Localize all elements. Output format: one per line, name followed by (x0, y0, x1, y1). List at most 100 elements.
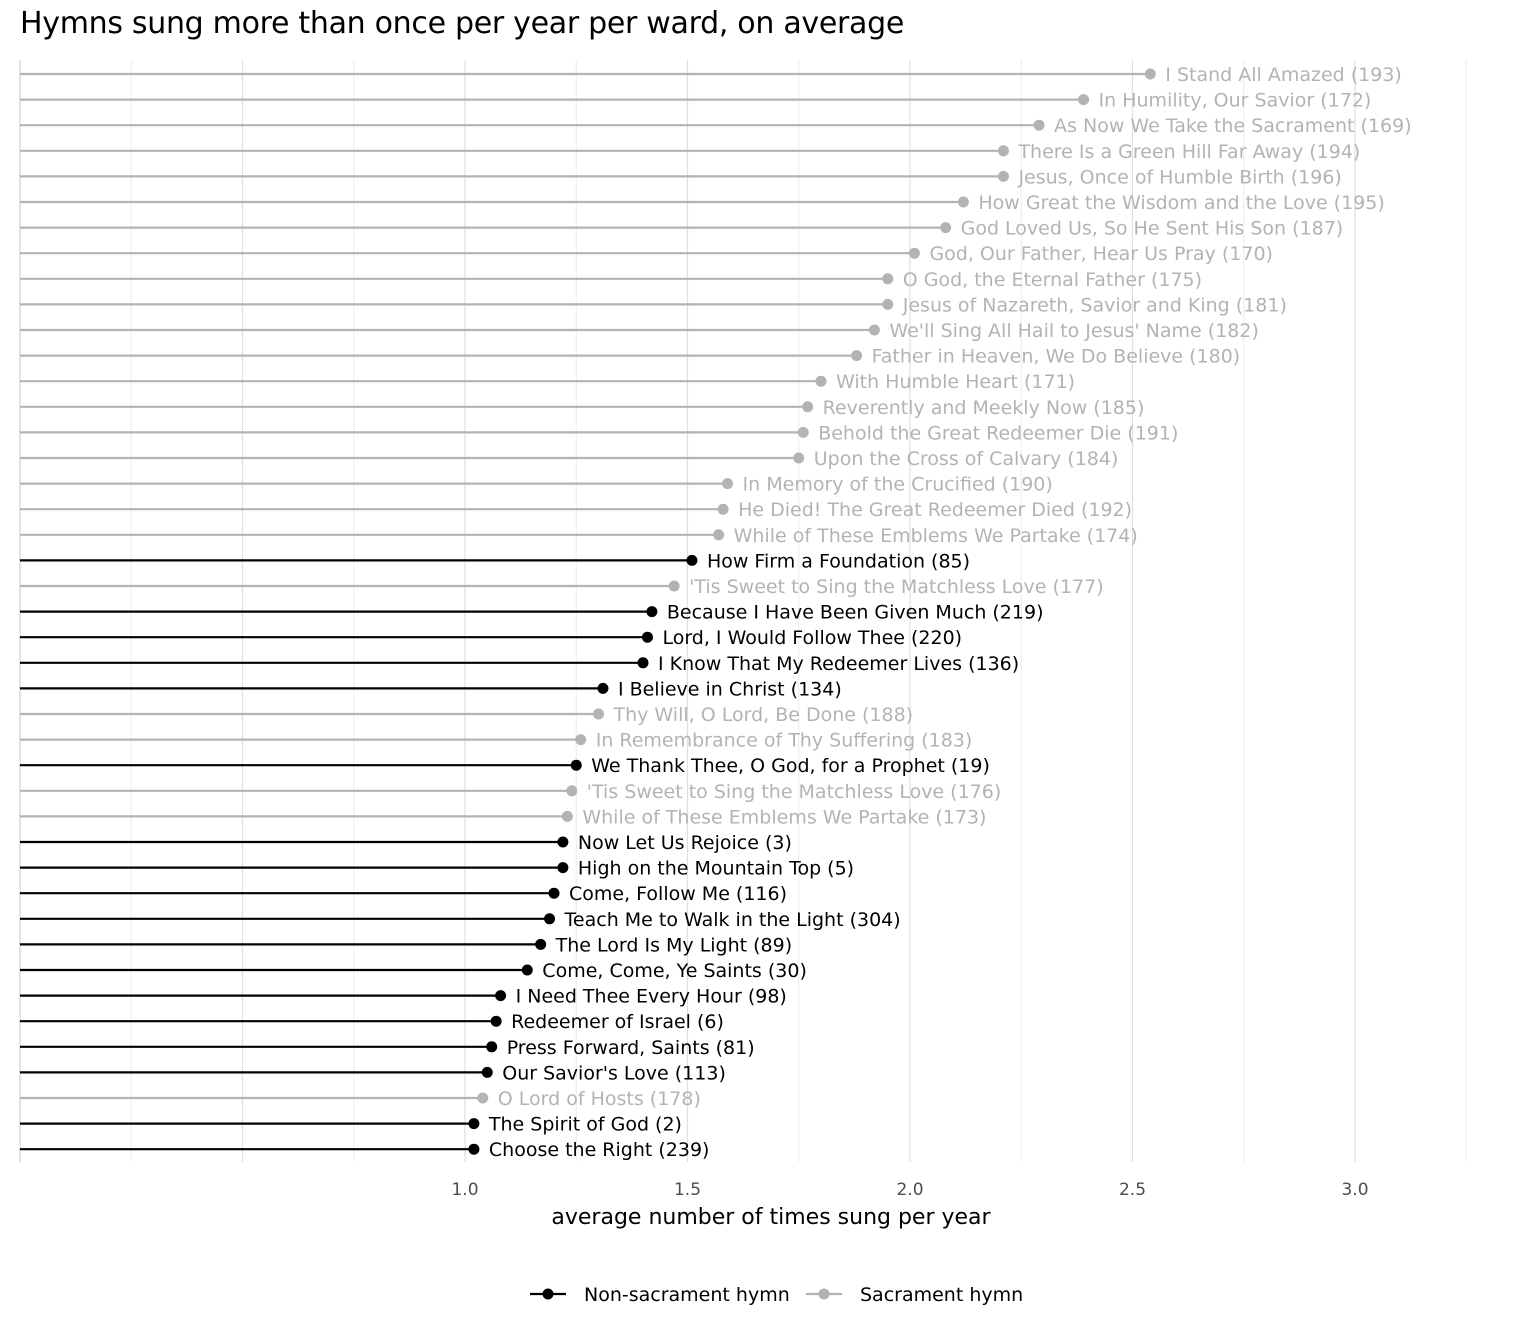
lollipop-26: In Remembrance of Thy Suffering (183) (20, 730, 972, 752)
point-label: In Humility, Our Savior (172) (1099, 90, 1372, 112)
lollipop-point (668, 580, 680, 592)
point-label: Redeemer of Israel (6) (511, 1011, 724, 1033)
lollipop-6: God Loved Us, So He Sent His Son (187) (20, 218, 1343, 240)
lollipop-point (997, 145, 1009, 157)
lollipop-point (882, 273, 894, 285)
point-label: Come, Come, Ye Saints (30) (542, 960, 807, 982)
lollipop-2: As Now We Take the Sacrament (169) (20, 115, 1412, 137)
lollipop-41: The Spirit of God (2) (20, 1114, 682, 1136)
point-label: 'Tis Sweet to Sing the Matchless Love (1… (689, 576, 1103, 598)
point-label: I Need Thee Every Hour (98) (516, 986, 787, 1008)
point-label: High on the Mountain Top (5) (578, 858, 854, 880)
lollipop-point (797, 426, 809, 438)
lollipop-9: Jesus of Nazareth, Savior and King (181) (20, 294, 1287, 316)
lollipop-point (1033, 119, 1045, 131)
point-label: God, Our Father, Hear Us Pray (170) (929, 243, 1273, 265)
point-label: Jesus of Nazareth, Savior and King (181) (902, 294, 1287, 316)
lollipop-point (566, 785, 578, 797)
lollipop-point (495, 990, 507, 1002)
lollipop-35: Come, Come, Ye Saints (30) (20, 960, 807, 982)
lollipop-point (477, 1092, 489, 1104)
lollipop-14: Behold the Great Redeemer Die (191) (20, 422, 1178, 444)
x-tick-label: 3.0 (1341, 1180, 1368, 1200)
lollipop-point (637, 657, 649, 669)
lollipop-37: Redeemer of Israel (6) (20, 1011, 724, 1033)
point-label: Choose the Right (239) (489, 1139, 710, 1161)
lollipop-point (1144, 68, 1156, 80)
legend: Non-sacrament hymn Sacrament hymn (530, 1284, 1023, 1306)
lollipop-15: Upon the Cross of Calvary (184) (20, 448, 1118, 470)
point-label: Press Forward, Saints (81) (507, 1037, 755, 1059)
x-axis: 1.0 1.5 2.0 2.5 3.0 (451, 1180, 1368, 1200)
lollipop-27: We Thank Thee, O God, for a Prophet (19) (20, 755, 990, 777)
point-label: He Died! The Great Redeemer Died (192) (738, 499, 1132, 521)
legend-key-point (542, 1288, 554, 1300)
lollipop-point (793, 452, 805, 464)
lollipop-8: O God, the Eternal Father (175) (20, 269, 1202, 291)
lollipop-point (722, 478, 734, 490)
lollipop-point (851, 350, 863, 362)
lollipop-point (593, 708, 604, 720)
lollipop-point (597, 682, 609, 694)
point-label: Reverently and Meekly Now (185) (823, 397, 1145, 419)
lollipop-point (868, 324, 880, 336)
lollipop-point (544, 913, 556, 925)
point-label: The Lord Is My Light (89) (555, 934, 793, 956)
lollipop-23: I Know That My Redeemer Lives (136) (20, 653, 1019, 675)
point-label: We'll Sing All Hail to Jesus' Name (182) (889, 320, 1258, 342)
point-label: 'Tis Sweet to Sing the Matchless Love (1… (587, 781, 1001, 803)
lollipop-19: How Firm a Foundation (85) (20, 550, 970, 572)
lollipop-point (468, 1143, 480, 1155)
point-label: The Spirit of God (2) (488, 1114, 682, 1136)
lollipop-point (717, 503, 729, 515)
lollipop-10: We'll Sing All Hail to Jesus' Name (182) (20, 320, 1259, 342)
lollipop-34: The Lord Is My Light (89) (20, 934, 792, 956)
point-label: O Lord of Hosts (178) (498, 1088, 701, 1110)
lollipop-40: O Lord of Hosts (178) (20, 1088, 701, 1110)
lollipop-17: He Died! The Great Redeemer Died (192) (20, 499, 1132, 521)
x-tick-label: 2.5 (1119, 1180, 1146, 1200)
lollipop-22: Lord, I Would Follow Thee (220) (20, 627, 962, 649)
x-tick-label: 2.0 (896, 1180, 923, 1200)
lollipop-3: There Is a Green Hill Far Away (194) (20, 141, 1360, 163)
point-label: In Remembrance of Thy Suffering (183) (596, 730, 973, 752)
lollipop-24: I Believe in Christ (134) (20, 678, 842, 700)
point-label: Thy Will, O Lord, Be Done (188) (613, 704, 914, 726)
lollipop-31: High on the Mountain Top (5) (20, 858, 854, 880)
lollipop-30: Now Let Us Rejoice (3) (20, 832, 792, 854)
point-label: Behold the Great Redeemer Die (191) (818, 422, 1178, 444)
lollipop-29: While of These Emblems We Partake (173) (20, 806, 986, 828)
x-tick-label: 1.0 (451, 1180, 478, 1200)
point-label: Jesus, Once of Humble Birth (196) (1017, 166, 1341, 188)
lollipop-18: While of These Emblems We Partake (174) (20, 525, 1138, 547)
point-label: I Stand All Amazed (193) (1165, 64, 1402, 86)
lollipop-38: Press Forward, Saints (81) (20, 1037, 755, 1059)
lollipop-5: How Great the Wisdom and the Love (195) (20, 192, 1385, 214)
point-label: Our Savior's Love (113) (502, 1062, 726, 1084)
lollipop-point (802, 401, 814, 413)
lollipop-32: Come, Follow Me (116) (20, 883, 787, 905)
x-axis-title: average number of times sung per year (551, 1205, 991, 1230)
lollipop-point (490, 1015, 502, 1027)
point-label: We Thank Thee, O God, for a Prophet (19) (591, 755, 990, 777)
lollipop-point (686, 554, 698, 566)
point-label: I Believe in Christ (134) (618, 678, 842, 700)
point-label: Now Let Us Rejoice (3) (578, 832, 792, 854)
lollipop-20: 'Tis Sweet to Sing the Matchless Love (1… (20, 576, 1104, 598)
point-label: While of These Emblems We Partake (173) (582, 806, 986, 828)
lollipop-point (882, 298, 894, 310)
lollipop-42: Choose the Right (239) (20, 1139, 709, 1161)
chart-title: Hymns sung more than once per year per w… (20, 6, 905, 41)
point-label: Father in Heaven, We Do Believe (180) (872, 346, 1241, 368)
point-label: As Now We Take the Sacrament (169) (1054, 115, 1412, 137)
lollipop-point (561, 810, 573, 822)
lollipop-point (908, 247, 920, 259)
lollipop-7: God, Our Father, Hear Us Pray (170) (20, 243, 1273, 265)
lollipop-point (1078, 94, 1090, 106)
point-label: Lord, I Would Follow Thee (220) (662, 627, 962, 649)
point-label: With Humble Heart (171) (836, 371, 1075, 393)
lollipop-point (486, 1041, 498, 1053)
lollipop-16: In Memory of the Crucified (190) (20, 474, 1053, 496)
